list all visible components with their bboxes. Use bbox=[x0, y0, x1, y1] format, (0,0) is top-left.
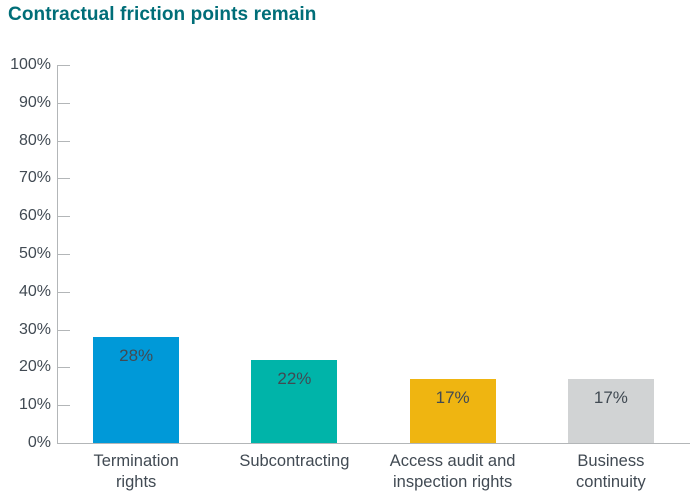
y-axis-tick-label: 0% bbox=[27, 434, 51, 451]
bar-slot: 17% bbox=[374, 65, 532, 443]
category-label: Subcontracting bbox=[215, 451, 373, 493]
bar-slot: 17% bbox=[532, 65, 690, 443]
y-axis-tick bbox=[57, 65, 70, 66]
y-axis-tick bbox=[57, 367, 70, 369]
y-axis-tick bbox=[57, 140, 70, 142]
bar-access-audit-and-inspection-rights: 17% bbox=[409, 378, 496, 443]
y-axis-tick-label: 100% bbox=[10, 56, 51, 73]
bar-value-label: 17% bbox=[435, 387, 470, 407]
y-axis-tick bbox=[57, 102, 70, 104]
category-label: Termination rights bbox=[57, 451, 215, 493]
x-axis-line bbox=[57, 443, 690, 444]
bar-termination-rights: 28% bbox=[93, 337, 180, 443]
y-axis-tick-label: 40% bbox=[18, 282, 51, 300]
y-axis-tick-label: 10% bbox=[18, 396, 51, 414]
category-label-line: continuity bbox=[576, 473, 646, 491]
y-axis-tick-label: 70% bbox=[18, 169, 51, 187]
category-label: Access audit and inspection rights bbox=[374, 451, 532, 493]
y-axis-tick bbox=[57, 178, 70, 180]
chart-title: Contractual friction points remain bbox=[8, 4, 317, 25]
category-label-line: Access audit and bbox=[389, 452, 516, 470]
y-axis-tick bbox=[57, 291, 70, 293]
y-axis-tick-label: 80% bbox=[18, 131, 51, 149]
bar-slot: 28% bbox=[57, 65, 215, 443]
y-axis-tick bbox=[57, 216, 70, 218]
category-label-line: Termination bbox=[93, 452, 179, 470]
y-axis-tick-label: 30% bbox=[18, 320, 51, 338]
y-axis-tick bbox=[57, 254, 70, 255]
y-axis-tick bbox=[57, 329, 70, 331]
x-axis-category-labels: Termination rights Subcontracting Access au… bbox=[57, 451, 690, 493]
y-axis-tick-label: 90% bbox=[18, 93, 51, 111]
y-axis-line bbox=[57, 65, 58, 443]
bar-subcontracting: 22% bbox=[251, 359, 338, 443]
bar-business-continuity: 17% bbox=[567, 378, 654, 443]
y-axis-tick-label: 60% bbox=[18, 207, 51, 225]
y-axis-tick-label: 20% bbox=[18, 358, 51, 376]
bar-value-label: 22% bbox=[277, 368, 312, 388]
bar-slot: 22% bbox=[215, 65, 373, 443]
category-label-line: rights bbox=[115, 473, 157, 491]
y-axis-tick bbox=[57, 405, 70, 407]
bar-value-label: 17% bbox=[593, 387, 628, 407]
category-label-line: Business bbox=[577, 452, 645, 470]
plot-area: 28% 22% 17% 17% bbox=[57, 65, 690, 443]
category-label: Business continuity bbox=[532, 451, 690, 493]
y-axis-tick-label: 50% bbox=[18, 245, 51, 262]
bar-value-label: 28% bbox=[119, 346, 154, 366]
category-label-line: Subcontracting bbox=[239, 452, 350, 470]
category-label-line: inspection rights bbox=[393, 473, 513, 491]
